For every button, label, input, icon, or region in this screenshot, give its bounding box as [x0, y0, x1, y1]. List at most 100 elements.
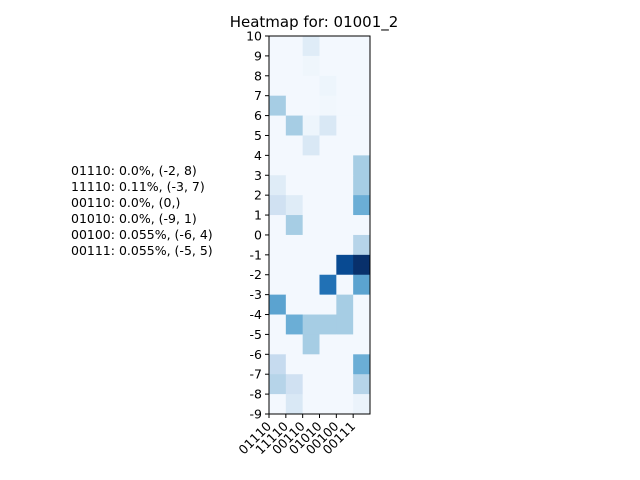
y-tick-label: -3 — [250, 287, 262, 302]
y-tick-label: 4 — [254, 148, 262, 163]
heatmap-cell — [319, 294, 337, 315]
heatmap-cell — [302, 254, 320, 276]
heatmap-cell — [336, 274, 354, 296]
heatmap-cell — [269, 215, 287, 236]
heatmap-cell — [353, 36, 371, 57]
heatmap-cell — [319, 195, 337, 216]
heatmap-cell — [336, 294, 354, 315]
heatmap-cell — [302, 135, 320, 156]
heatmap-cell — [319, 334, 337, 355]
heatmap-cell — [319, 314, 337, 335]
heatmap-cell — [336, 394, 354, 415]
heatmap-cell — [319, 155, 337, 176]
y-tick-label: 3 — [254, 168, 262, 183]
heatmap-cell — [353, 274, 371, 296]
heatmap-cell — [353, 55, 371, 77]
heatmap-cell — [285, 294, 304, 315]
heatmap-cell — [353, 155, 371, 176]
heatmap-cell — [319, 36, 337, 57]
y-tick-label: 10 — [246, 29, 262, 44]
heatmap-cell — [353, 334, 371, 355]
legend-text-block: 01110: 0.0%, (-2, 8) 11110: 0.11%, (-3, … — [71, 163, 213, 259]
heatmap-cell — [269, 135, 287, 156]
heatmap-cell — [285, 254, 304, 276]
heatmap-cell — [302, 195, 320, 216]
y-tick-label: 5 — [254, 128, 262, 143]
heatmap-cell — [336, 195, 354, 216]
heatmap-cell — [336, 95, 354, 116]
heatmap-cell — [269, 294, 287, 315]
heatmap-cell — [302, 294, 320, 315]
heatmap-cell — [269, 155, 287, 176]
heatmap-cell — [269, 36, 287, 57]
heatmap-cell — [353, 354, 371, 375]
y-tick-label: 2 — [254, 188, 262, 203]
y-tick-label: -2 — [250, 267, 262, 282]
chart-title-wrap: Heatmap for: 01001_2 — [0, 12, 640, 31]
heatmap-cell — [302, 274, 320, 296]
y-tick-label: -6 — [250, 347, 263, 362]
heatmap-cell — [353, 195, 371, 216]
heatmap-cell — [353, 115, 371, 136]
heatmap-cell — [319, 374, 337, 395]
heatmap-cell — [336, 234, 354, 256]
heatmap-cell — [353, 374, 371, 395]
heatmap-cell — [319, 75, 337, 97]
heatmap-cell — [302, 334, 320, 355]
heatmap-cell — [336, 254, 354, 276]
heatmap-cell — [302, 394, 320, 415]
heatmap-cell — [302, 75, 320, 97]
heatmap-cell — [302, 55, 320, 77]
heatmap-cell — [353, 135, 371, 156]
heatmap-cell — [285, 175, 304, 196]
heatmap-cell — [285, 75, 304, 97]
heatmap-cell — [336, 374, 354, 395]
heatmap-cell — [269, 334, 287, 355]
heatmap-cell — [269, 314, 287, 335]
heatmap-cell — [336, 354, 354, 375]
y-tick-label: -8 — [250, 387, 263, 402]
y-tick-label: -5 — [250, 327, 262, 342]
heatmap-cell — [336, 55, 354, 77]
heatmap-cell — [285, 115, 304, 136]
heatmap-cell — [302, 155, 320, 176]
heatmap-cell — [302, 115, 320, 136]
heatmap-cell — [336, 36, 354, 57]
heatmap-cell — [285, 215, 304, 236]
heatmap-cell — [353, 314, 371, 335]
y-tick-label: 9 — [254, 48, 262, 63]
heatmap-cell — [319, 175, 337, 196]
heatmap-cell — [336, 314, 354, 335]
heatmap-cell — [269, 254, 287, 276]
heatmap-cell — [336, 115, 354, 136]
legend-line: 00111: 0.055%, (-5, 5) — [71, 243, 213, 258]
heatmap-cell — [269, 394, 287, 415]
heatmap-cell — [336, 155, 354, 176]
heatmap-cell — [336, 75, 354, 97]
heatmap-cell — [269, 175, 287, 196]
heatmap-cell — [269, 274, 287, 296]
heatmap-cell — [302, 36, 320, 57]
heatmap-cell — [285, 95, 304, 116]
heatmap-cell — [319, 394, 337, 415]
legend-line: 01010: 0.0%, (-9, 1) — [71, 211, 197, 226]
heatmap-cell — [285, 195, 304, 216]
heatmap-cell — [302, 215, 320, 236]
y-tick-label: 6 — [254, 108, 262, 123]
heatmap-cell — [269, 55, 287, 77]
heatmap-cell — [269, 234, 287, 256]
heatmap-cell — [319, 254, 337, 276]
heatmap-cell — [319, 115, 337, 136]
heatmap-cell — [285, 135, 304, 156]
heatmap-cell — [285, 55, 304, 77]
legend-line: 00100: 0.055%, (-6, 4) — [71, 227, 213, 242]
heatmap-cell — [353, 254, 371, 276]
legend-line: 01110: 0.0%, (-2, 8) — [71, 163, 197, 178]
heatmap-cell — [269, 354, 287, 375]
heatmap-cell — [302, 95, 320, 116]
heatmap-cell — [285, 374, 304, 395]
heatmap-cell — [269, 115, 287, 136]
heatmap-cell — [269, 195, 287, 216]
